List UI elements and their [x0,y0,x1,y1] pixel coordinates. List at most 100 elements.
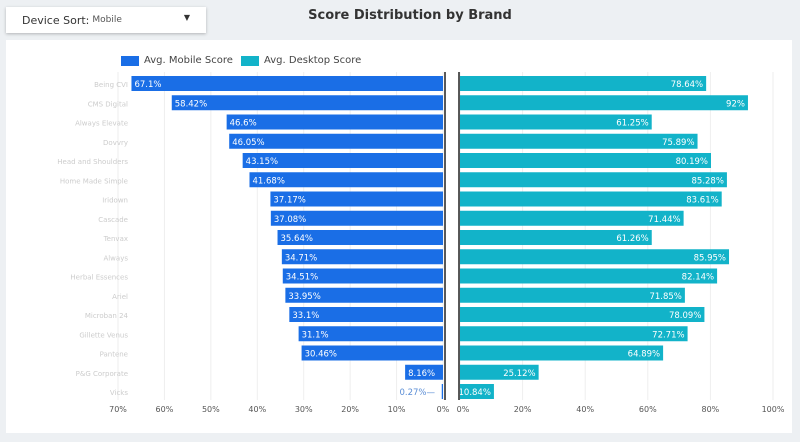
data-label-mobile: 58.42% [175,99,207,109]
bar-mobile [277,230,443,245]
data-label-mobile: 30.46% [305,350,337,360]
bar-mobile [405,364,443,380]
data-label-desktop: 85.95% [694,253,726,263]
bar-desktop [460,249,730,265]
x-tick-label: 80% [702,405,720,414]
category-label: Iridown [102,197,128,205]
data-label-mobile: 43.15% [246,157,278,167]
bar-desktop [460,364,539,380]
legend-desktop[interactable]: Avg. Desktop Score [241,55,361,66]
data-label-desktop: 72.71% [652,330,684,340]
bar-desktop [460,76,707,91]
bar-desktop [460,345,664,361]
category-label: Tenvax [103,235,128,243]
x-tick-label: 40% [576,405,594,414]
bar-mobile [301,345,443,361]
data-label-desktop: 83.61% [686,196,718,206]
category-label: Being CVI [94,81,128,89]
data-label-mobile: 37.17% [273,196,305,206]
legend-mobile[interactable]: Avg. Mobile Score [121,55,233,66]
x-tick-label: 20% [341,405,359,414]
bar-desktop [460,133,698,149]
x-tick-label: 50% [202,405,220,414]
data-label-desktop: 82.14% [682,273,714,283]
data-label-mobile: 34.71% [285,253,317,263]
bar-mobile [270,210,443,226]
x-tick-label: 30% [295,405,313,414]
x-tick-label: 60% [156,405,174,414]
data-label-desktop: 71.44% [648,215,680,225]
category-label: P&G Corporate [76,370,128,378]
category-label: Home Made Simple [60,177,128,185]
category-label: Head and Shoulders [57,158,128,166]
legend-swatch-desktop [241,55,259,66]
data-label-mobile: 33.1% [292,311,319,321]
data-label-desktop: 78.64% [671,80,703,90]
data-label-desktop: 61.25% [616,119,648,129]
legend-label: Avg. Desktop Score [264,55,362,66]
bar-desktop [460,268,718,284]
legend-label: Avg. Mobile Score [144,55,233,66]
bar-mobile [249,172,443,188]
bar-desktop [460,153,711,168]
bar-mobile [441,384,443,399]
dropdown-value: Mobile [92,15,122,25]
bar-desktop [460,230,652,245]
data-label-mobile: 35.64% [281,234,313,244]
x-tick-label: 10% [388,405,406,414]
x-tick-label: 20% [514,405,532,414]
bar-mobile [289,307,443,322]
data-label-mobile: 34.51% [286,273,318,283]
category-label: Herbal Essences [70,274,128,282]
bar-desktop [460,191,722,207]
category-label: Always [103,254,128,262]
category-label: Ariel [112,293,128,301]
bar-mobile [270,191,443,207]
data-label-desktop: 71.85% [649,292,681,302]
bar-mobile [229,133,443,149]
data-label-mobile: 37.08% [274,215,306,225]
device-sort-dropdown[interactable]: Device Sort: Mobile ▼ [6,7,206,33]
data-label-desktop: 75.89% [662,138,694,148]
data-label-mobile: 46.6% [230,119,257,129]
bar-desktop [460,287,685,303]
category-label: Gillette Venus [79,331,128,339]
category-label: Pantene [100,351,128,359]
x-tick-label: 0% [437,405,450,414]
bar-mobile [285,287,443,303]
data-label-mobile: 8.16% [408,369,435,379]
data-label-mobile: 33.95% [288,292,320,302]
category-label: Always Elevate [75,120,128,128]
bar-mobile [131,76,443,91]
category-label: Dovvry [103,139,128,147]
chart-title: Score Distribution by Brand [308,8,512,23]
data-label-desktop: 85.28% [692,176,724,186]
bar-mobile [281,249,443,265]
data-label-desktop: 10.84% [459,388,491,398]
data-label-desktop: 25.12% [503,369,535,379]
x-tick-label: 0% [457,405,470,414]
bar-desktop [460,172,727,188]
category-label: Cascade [98,216,128,224]
bar-desktop [460,114,652,130]
bar-desktop [460,326,688,342]
data-label-desktop: 80.19% [676,157,708,167]
dropdown-label: Device Sort: [22,13,90,27]
x-tick-label: 100% [762,405,785,414]
data-label-mobile: 46.05% [232,138,264,148]
data-label-desktop: 61.26% [616,234,648,244]
legend-swatch-mobile [121,55,139,66]
bar-mobile [298,326,443,342]
data-label-desktop: 92% [726,99,745,109]
category-label: Vicks [110,389,128,397]
bar-desktop [460,95,748,111]
x-tick-label: 60% [639,405,657,414]
data-label-mobile: 0.27%— [399,388,435,398]
data-label-desktop: 78.09% [669,311,701,321]
data-label-mobile: 67.1% [134,80,161,90]
bar-mobile [171,95,443,111]
bar-mobile [242,153,443,168]
bar-desktop [460,210,684,226]
data-label-desktop: 64.89% [628,350,660,360]
